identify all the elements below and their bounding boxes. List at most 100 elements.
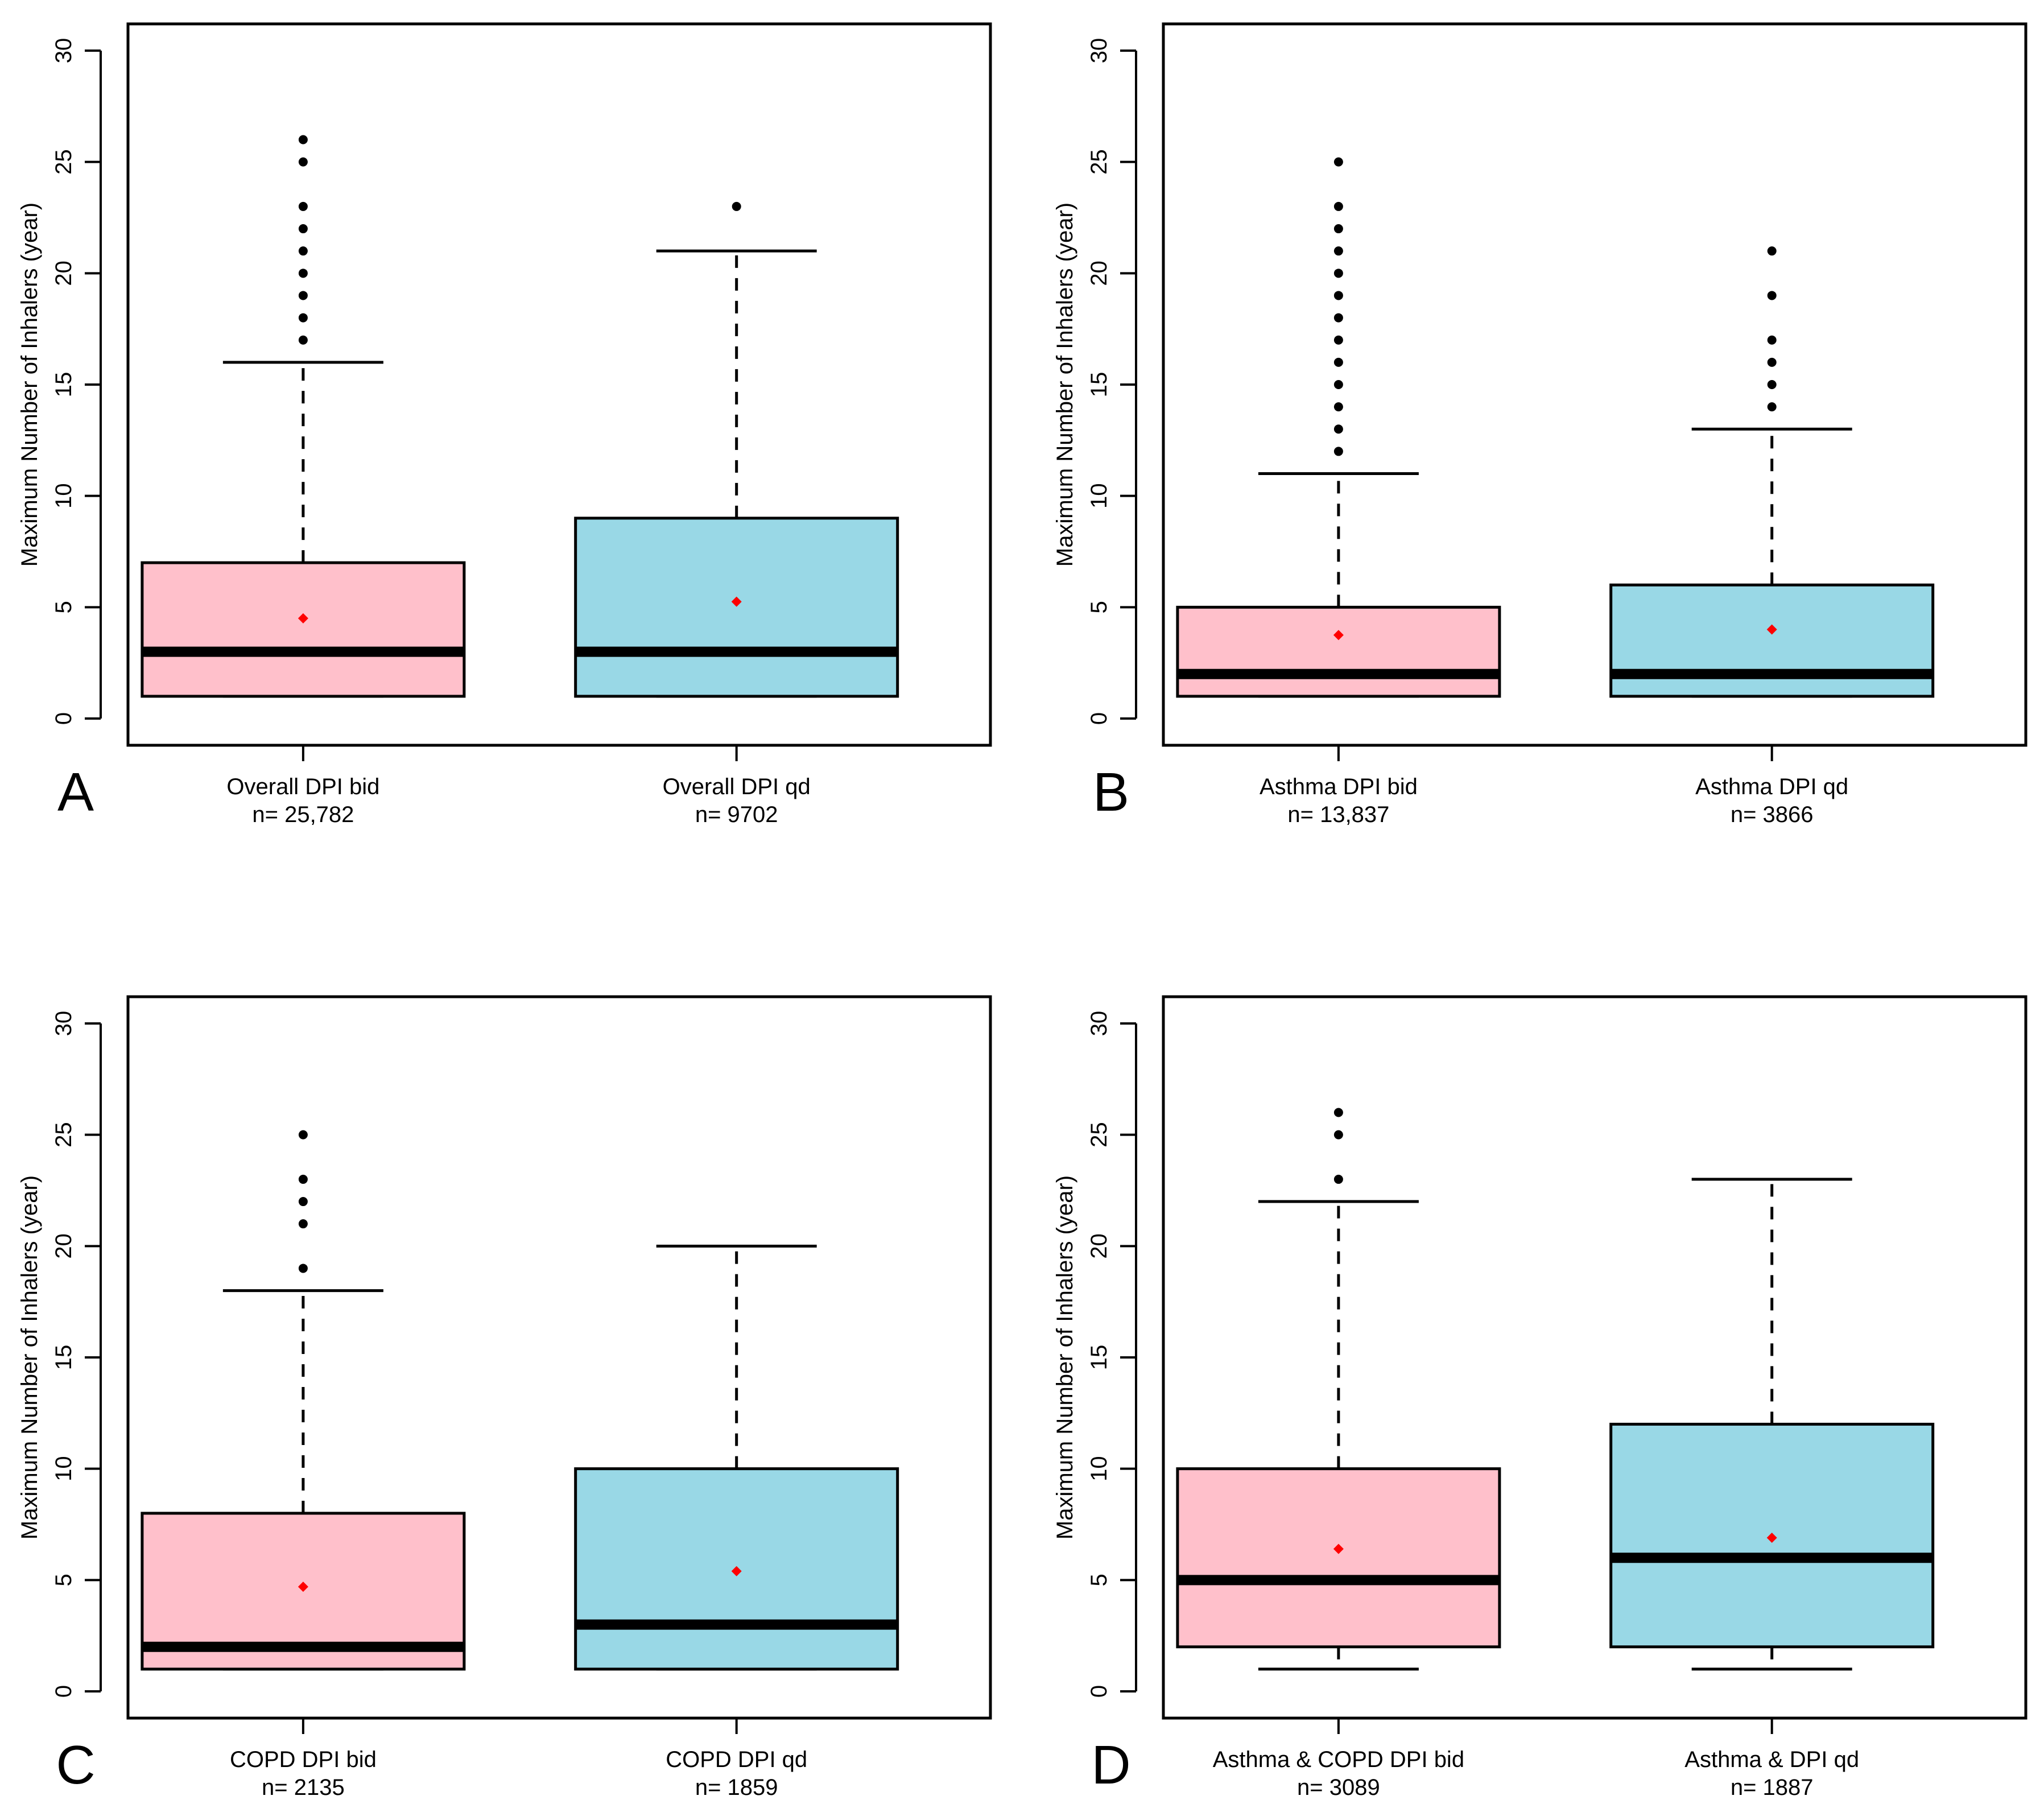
- y-tick-label: 10: [51, 483, 76, 509]
- iqr-box: [574, 517, 899, 698]
- outlier-point: [298, 1130, 308, 1140]
- outlier-point: [298, 1264, 308, 1273]
- outlier-point: [1333, 357, 1343, 367]
- outlier-point: [1767, 246, 1777, 256]
- y-tick-label: 10: [1087, 1456, 1112, 1481]
- y-tick-label: 5: [51, 1574, 76, 1586]
- mean-marker: [298, 613, 308, 624]
- outlier-point: [298, 269, 308, 278]
- sample-size-label: n= 2135: [262, 1775, 345, 1800]
- x-tick-label: Asthma DPI bid: [1260, 774, 1418, 799]
- sample-size-label: n= 1887: [1731, 1775, 1814, 1800]
- box-bid: [141, 1130, 466, 1671]
- outlier-point: [1767, 402, 1777, 412]
- y-tick-label: 0: [1087, 1685, 1112, 1698]
- iqr-box: [1176, 1467, 1501, 1649]
- outlier-point: [1333, 313, 1343, 323]
- panel-a: 0 5 10 15 20 25 30 Maximum Number of Inhalers (…: [17, 22, 992, 827]
- mean-marker: [1333, 1543, 1344, 1554]
- outlier-point: [1333, 424, 1343, 434]
- y-tick-label: 5: [51, 601, 76, 613]
- y-tick-label: 5: [1087, 1574, 1112, 1586]
- outlier-point: [1333, 335, 1343, 345]
- x-tick-label: Asthma & DPI qd: [1684, 1747, 1859, 1772]
- y-axis-title: Maximum Number of Inhalers (year): [17, 1175, 42, 1539]
- y-tick-label: 10: [1087, 483, 1112, 509]
- y-tick-label: 20: [51, 1233, 76, 1259]
- plot-frame: [1162, 995, 2028, 1720]
- outlier-point: [1333, 1108, 1343, 1117]
- plot-frame: [126, 995, 992, 1720]
- x-tick-label: COPD DPI qd: [666, 1747, 807, 1772]
- box-qd: [1609, 246, 1935, 698]
- y-tick-label: 10: [51, 1456, 76, 1481]
- y-tick-label: 20: [51, 261, 76, 286]
- sample-size-label: n= 25,782: [252, 802, 354, 827]
- y-tick-label: 30: [51, 1011, 76, 1037]
- box-qd: [1609, 1178, 1935, 1671]
- y-tick-label: 15: [1087, 372, 1112, 398]
- x-tick-label: Asthma & COPD DPI bid: [1213, 1747, 1464, 1772]
- outlier-point: [1333, 291, 1343, 300]
- panel-b: 0 5 10 15 20 25 30 Maximum Number of Inhalers (…: [1052, 22, 2028, 827]
- mean-marker: [731, 596, 742, 607]
- sample-size-label: n= 9702: [695, 802, 778, 827]
- sample-size-label: n= 3089: [1297, 1775, 1380, 1800]
- outlier-point: [298, 135, 308, 145]
- mean-marker: [298, 1582, 308, 1592]
- x-tick-label: Overall DPI bid: [226, 774, 379, 799]
- panel-letter: A: [57, 762, 94, 823]
- panel-letter: D: [1091, 1735, 1130, 1795]
- outlier-point: [1767, 357, 1777, 367]
- outlier-point: [1333, 246, 1343, 256]
- mean-marker: [1766, 624, 1777, 635]
- outlier-point: [1333, 157, 1343, 167]
- sample-size-label: n= 13,837: [1287, 802, 1389, 827]
- outlier-point: [1333, 269, 1343, 278]
- box-bid: [141, 135, 466, 698]
- sample-size-label: n= 1859: [695, 1775, 778, 1800]
- outlier-point: [1333, 201, 1343, 211]
- panel-letter: B: [1093, 762, 1129, 823]
- outlier-point: [298, 1219, 308, 1229]
- iqr-box: [1609, 583, 1935, 698]
- outlier-point: [298, 157, 308, 167]
- outlier-point: [298, 246, 308, 256]
- outlier-point: [1333, 402, 1343, 412]
- y-tick-label: 0: [1087, 712, 1112, 725]
- sample-size-label: n= 3866: [1731, 802, 1814, 827]
- outlier-point: [1767, 291, 1777, 300]
- panel-letter: C: [56, 1735, 95, 1795]
- outlier-point: [298, 201, 308, 211]
- y-tick-label: 30: [1087, 38, 1112, 64]
- outlier-point: [1333, 224, 1343, 234]
- outlier-point: [298, 335, 308, 345]
- panel-d: 0 5 10 15 20 25 30 Maximum Number of Inhalers (…: [1052, 995, 2028, 1800]
- outlier-point: [298, 1174, 308, 1184]
- mean-marker: [1766, 1533, 1777, 1543]
- box-qd: [574, 1244, 899, 1671]
- x-tick-label: Asthma DPI qd: [1695, 774, 1848, 799]
- y-tick-label: 25: [1087, 1122, 1112, 1147]
- y-axis-title: Maximum Number of Inhalers (year): [17, 203, 42, 567]
- outlier-point: [1333, 1174, 1343, 1184]
- y-axis-title: Maximum Number of Inhalers (year): [1052, 1175, 1077, 1539]
- outlier-point: [1767, 380, 1777, 389]
- y-tick-label: 30: [1087, 1011, 1112, 1037]
- y-tick-label: 15: [51, 372, 76, 398]
- y-tick-label: 15: [1087, 1345, 1112, 1370]
- mean-marker: [1333, 630, 1344, 641]
- outlier-point: [1333, 447, 1343, 456]
- y-tick-label: 25: [1087, 149, 1112, 175]
- box-bid: [1176, 1108, 1501, 1671]
- y-tick-label: 30: [51, 38, 76, 64]
- outlier-point: [732, 201, 741, 211]
- outlier-point: [298, 313, 308, 323]
- outlier-point: [1333, 1130, 1343, 1140]
- y-tick-label: 20: [1087, 1233, 1112, 1259]
- outlier-point: [298, 1197, 308, 1207]
- y-tick-label: 5: [1087, 601, 1112, 613]
- iqr-box: [574, 1467, 899, 1671]
- plot-frame: [126, 22, 992, 747]
- x-tick-label: COPD DPI bid: [230, 1747, 377, 1772]
